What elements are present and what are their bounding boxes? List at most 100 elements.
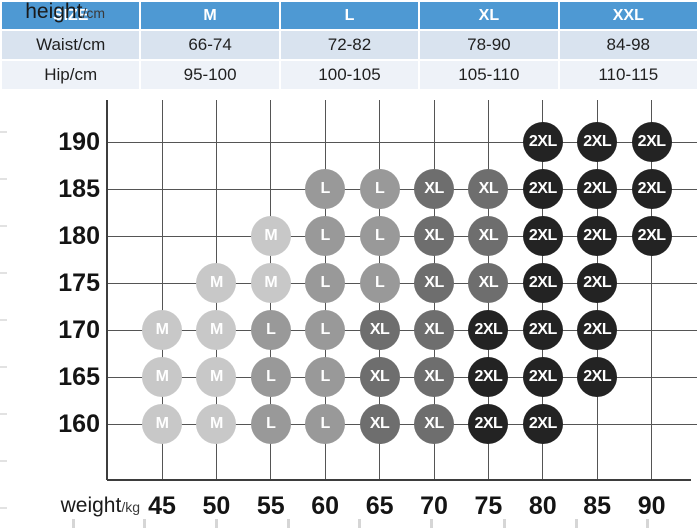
size-dot: M [196, 263, 237, 303]
size-dot: L [305, 263, 346, 303]
size-dot: XL [359, 357, 400, 397]
size-dot: 2XL [468, 404, 509, 444]
edge-tick [0, 460, 7, 462]
size-dot: 2XL [577, 263, 618, 303]
y-tick-label: 170 [58, 316, 100, 344]
size-dot: 2XL [522, 122, 563, 162]
size-table-cell: 72-82 [280, 31, 419, 59]
size-dot: XL [468, 169, 509, 209]
edge-tick [287, 519, 290, 528]
size-table-cell: 110-115 [559, 61, 697, 89]
x-axis-line [107, 479, 691, 481]
size-dot: XL [468, 263, 509, 303]
y-tick-label: 185 [58, 175, 100, 203]
edge-tick [0, 131, 7, 133]
size-table: SIZE M L XL XXL Waist/cm 66-74 72-82 78-90 84-98… [0, 0, 699, 91]
size-dot: L [250, 310, 291, 350]
horizontal-gridline [107, 141, 697, 143]
size-dot: M [196, 404, 237, 444]
size-dot: XL [359, 404, 400, 444]
size-dot: M [250, 216, 291, 256]
x-tick-label: 70 [420, 492, 448, 520]
x-tick-label: 50 [202, 492, 231, 520]
edge-tick [0, 319, 7, 321]
size-dot: L [305, 310, 346, 350]
size-dot: M [142, 404, 182, 444]
size-dot: 2XL [522, 216, 563, 256]
size-dot: L [250, 404, 291, 444]
size-dot: 2XL [522, 169, 563, 209]
size-dot: 2XL [522, 263, 563, 303]
size-table-header-cell: XL [420, 2, 558, 29]
x-tick-label: 85 [583, 492, 612, 520]
size-table-cell: 95-100 [141, 61, 279, 89]
vertical-gridline [651, 100, 653, 480]
edge-tick [72, 519, 75, 528]
horizontal-gridline [107, 188, 697, 190]
size-table-cell: 66-74 [141, 31, 279, 59]
horizontal-gridline [107, 235, 697, 237]
size-dot: M [196, 310, 237, 350]
y-axis-title: height/cm [0, 0, 105, 25]
size-dot: 2XL [522, 310, 563, 350]
edge-tick [358, 519, 361, 528]
size-dot: 2XL [631, 216, 672, 256]
x-tick-label: 65 [365, 492, 394, 520]
vertical-gridline [161, 100, 163, 480]
edge-tick [0, 178, 7, 180]
size-dot: 2XL [577, 216, 618, 256]
x-axis-word: weight [60, 494, 122, 517]
size-dot: L [359, 169, 400, 209]
size-dot: 2XL [468, 310, 509, 350]
size-table-cell: 105-110 [420, 61, 558, 89]
size-dot: XL [414, 310, 454, 350]
size-table-header-cell: L [280, 2, 419, 29]
edge-tick [575, 519, 578, 528]
size-dot: 2XL [577, 169, 618, 209]
size-dot: M [142, 357, 182, 397]
x-axis-title: weight/kg [28, 494, 140, 519]
size-dot: L [305, 216, 346, 256]
horizontal-gridline [107, 282, 697, 284]
size-table-cell: 100-105 [280, 61, 419, 89]
size-table-row-label: Waist/cm [2, 31, 140, 59]
horizontal-gridline [107, 423, 697, 425]
size-dot: 2XL [522, 357, 563, 397]
edge-tick [215, 519, 218, 528]
size-dot: 2XL [631, 122, 672, 162]
size-dot: 2XL [577, 122, 618, 162]
size-dot: L [359, 216, 400, 256]
size-dot: XL [414, 169, 454, 209]
y-tick-label: 175 [58, 269, 100, 297]
x-tick-label: 55 [256, 492, 285, 520]
edge-tick [143, 519, 146, 528]
size-table-header-cell: M [141, 2, 279, 29]
size-dot: 2XL [577, 310, 618, 350]
x-tick-label: 80 [528, 492, 557, 520]
size-dot: 2XL [522, 404, 563, 444]
size-dot: XL [359, 310, 400, 350]
edge-tick [503, 519, 506, 528]
size-dot: L [305, 169, 346, 209]
size-table-cell: 84-98 [559, 31, 697, 59]
size-table-row: Waist/cm 66-74 72-82 78-90 84-98 [2, 31, 697, 59]
edge-tick [646, 519, 649, 528]
x-tick-label: 90 [637, 492, 666, 520]
y-axis-word: height [25, 0, 83, 23]
size-table-header-cell: SIZE [2, 2, 140, 29]
y-axis-unit: /cm [82, 5, 105, 21]
size-dot: L [359, 263, 400, 303]
size-dot: L [305, 404, 346, 444]
size-dot: XL [414, 263, 454, 303]
horizontal-gridline [107, 376, 697, 378]
edge-tick [0, 413, 7, 415]
x-tick-label: 75 [474, 492, 503, 520]
size-dot: L [305, 357, 346, 397]
y-tick-label: 190 [58, 128, 100, 156]
size-dot: L [250, 357, 291, 397]
size-dot: 2XL [631, 169, 672, 209]
size-dot: 2XL [577, 357, 618, 397]
size-table-header-row: SIZE M L XL XXL [2, 2, 697, 29]
